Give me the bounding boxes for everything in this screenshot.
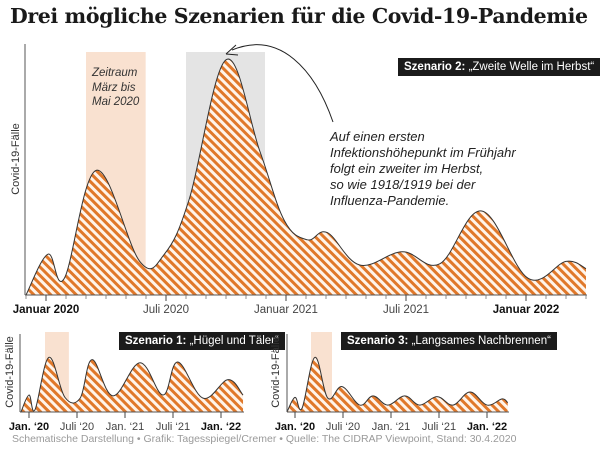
annotation-line: Influenza-Pandemie.	[330, 193, 450, 208]
x-tick-label: Jan. ‘20	[9, 421, 49, 433]
scenario-2-prefix: Szenario 2:	[404, 61, 466, 73]
scenario-1-chart: Jan. ‘20 Juli ‘20 Jan. ‘21 Juli ‘21 Jan. ‘22	[9, 332, 244, 433]
band-label-line: Zeitraum	[92, 67, 138, 79]
scenario-1-name: „Hügel und Täler“	[189, 335, 279, 347]
area-outline	[286, 356, 509, 413]
x-tick-label: Jan. ‘22	[201, 421, 241, 433]
area-outline	[25, 58, 587, 296]
annotation-line: Infektionshöhepunkt im Frühjahr	[330, 145, 516, 160]
main-y-axis-label: Covid-19-Fälle	[10, 123, 22, 195]
band-label-line: Mai 2020	[92, 96, 140, 108]
area-fill	[287, 357, 508, 412]
x-tick-label: Jan. ‘22	[467, 421, 507, 433]
x-tick-label: Jan. ‘21	[106, 421, 145, 433]
x-tick-label: Juli ‘20	[60, 421, 94, 433]
area-outline	[20, 356, 244, 413]
scenario-1-label: Szenario 1: „Hügel und Täler“	[119, 332, 285, 350]
footer-credits: Schematische Darstellung • Grafik: Tages…	[12, 433, 517, 445]
scenario-1-prefix: Szenario 1:	[125, 335, 187, 347]
x-tick-label: Juli ‘20	[326, 421, 360, 433]
scenario-2-label: Szenario 2: „Zweite Welle im Herbst“	[398, 58, 600, 76]
x-tick-label: Juli 2021	[383, 304, 429, 316]
scenario-3-prefix: Szenario 3:	[347, 335, 409, 347]
scenario-1-y-axis-label: Covid-19-Fälle	[4, 336, 16, 408]
x-tick-label: Jan. ‘21	[372, 421, 411, 433]
chart-title: Drei mögliche Szenarien für die Covid-19…	[10, 4, 588, 28]
annotation-line: folgt ein zweiter im Herbst,	[330, 161, 484, 176]
area-fill	[26, 59, 586, 295]
x-tick-label: Januar 2021	[254, 304, 318, 316]
x-tick-label: Juli ‘21	[422, 421, 456, 433]
x-tick-label: Januar 2022	[493, 304, 560, 316]
scenario-3-label: Szenario 3: „Langsames Nachbrennen“	[341, 332, 557, 350]
arrow-head-icon	[225, 44, 239, 56]
area-fill	[21, 357, 244, 412]
annotation-line: Auf einen ersten	[330, 129, 425, 144]
scenario-2-name: „Zweite Welle im Herbst“	[468, 61, 595, 73]
x-tick-label: Januar 2020	[13, 304, 80, 316]
band-label: Zeitraum März bis Mai 2020	[92, 66, 139, 110]
annotation-line: so wie 1918/1919 bei der	[330, 177, 476, 192]
scenario-3-name: „Langsames Nachbrennen“	[411, 335, 551, 347]
scenario-3-y-axis-label: Covid-19-Fälle	[270, 336, 282, 408]
annotation: Auf einen ersten Infektionshöhepunkt im …	[330, 129, 516, 209]
scenario-2-chart: Januar 2020 Juli 2020 Januar 2021 Juli 2021…	[13, 44, 587, 316]
x-tick-label: Juli ‘21	[156, 421, 190, 433]
x-tick-label: Juli 2020	[143, 304, 189, 316]
scenario-3-chart: Jan. ‘20 Juli ‘20 Jan. ‘21 Juli ‘21 Jan. ‘22	[275, 332, 509, 433]
annotation-arrow	[231, 44, 334, 123]
x-tick-label: Jan. ‘20	[275, 421, 315, 433]
band-label-line: März bis	[92, 81, 136, 94]
